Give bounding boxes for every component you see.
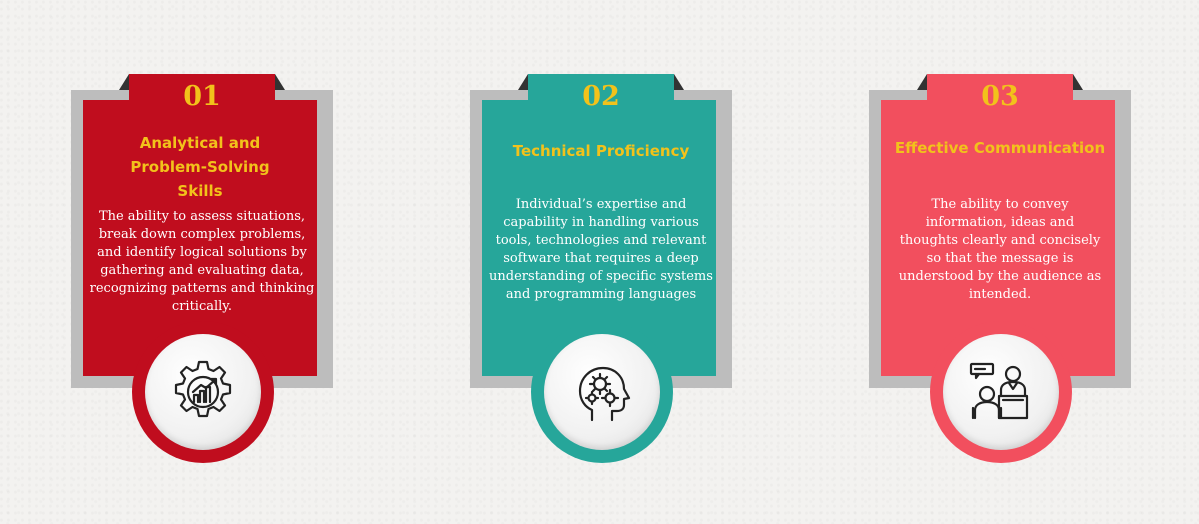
icon-ring [531,321,673,463]
tab-fold-right [1073,74,1083,90]
card-description: The ability to assess situations, break … [89,209,315,314]
icon-ring [132,321,274,463]
skill-card-analytical: 01 Analytical and Problem-Solving Skills… [71,0,333,524]
tab-fold-right [674,74,684,90]
tab-fold-left [917,74,927,90]
icon-disc [943,334,1059,450]
tab-fold-right [275,74,285,90]
card-title: Technical Proficiency [512,142,690,160]
head-gears-icon [578,366,631,422]
card-number-tab: 01 [129,74,275,118]
tab-fold-left [119,74,129,90]
tab-fold-left [518,74,528,90]
icon-disc [145,334,261,450]
gear-growth-chart-icon [174,360,232,418]
card-description: The ability to convey information, ideas… [898,197,1102,302]
card-number-tab: 03 [927,74,1073,118]
card-title: Analytical and Problem-Solving Skills [130,134,270,200]
card-number: 01 [183,80,221,112]
icon-disc [544,334,660,450]
skill-card-communication: 03 Effective Communication The ability t… [869,0,1131,524]
card-number-tab: 02 [528,74,674,118]
card-description: Individual’s expertise and capability in… [489,197,713,302]
skill-card-technical: 02 Technical Proficiency Individual’s ex… [470,0,732,524]
card-number: 02 [582,80,620,112]
icon-ring [930,321,1072,463]
card-title: Effective Communication [894,139,1106,157]
card-number: 03 [981,80,1019,112]
speaker-audience-icon [969,362,1029,420]
